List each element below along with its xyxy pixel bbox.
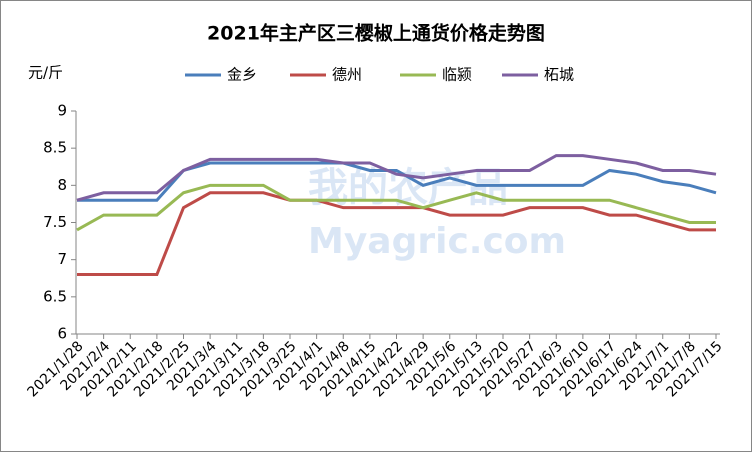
chart-title: 2021年主产区三樱椒上通货价格走势图 bbox=[207, 22, 545, 45]
y-tick-label: 8.5 bbox=[43, 139, 67, 157]
series-line bbox=[77, 191, 716, 277]
y-tick-label: 9 bbox=[57, 102, 67, 120]
y-tick-label: 7 bbox=[57, 250, 67, 268]
y-tick-label: 6 bbox=[57, 325, 67, 343]
series-line bbox=[76, 154, 717, 202]
y-tick-label: 7.5 bbox=[43, 213, 67, 231]
legend-label: 柘城 bbox=[544, 66, 574, 84]
watermark: Myagric.com bbox=[308, 221, 566, 262]
y-tick-label: 6.5 bbox=[43, 287, 67, 305]
y-axis-label: 元/斤 bbox=[28, 64, 63, 82]
legend-label: 金乡 bbox=[227, 66, 257, 84]
legend-label: 德州 bbox=[332, 66, 362, 84]
series-line bbox=[76, 183, 716, 232]
y-tick-label: 8 bbox=[57, 176, 67, 194]
legend-label: 临颍 bbox=[442, 66, 472, 84]
